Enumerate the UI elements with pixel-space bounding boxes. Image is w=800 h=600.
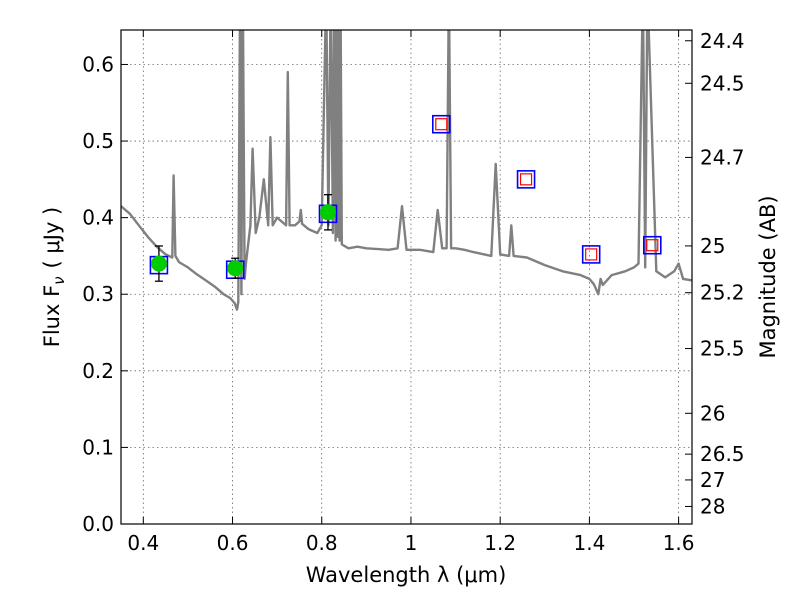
y-tick-label: 0.5 <box>82 129 114 153</box>
plot-area <box>121 30 692 524</box>
y2-tick-label: 24.4 <box>700 29 745 53</box>
y2-tick-label: 26 <box>700 401 725 425</box>
y-tick-label: 0.2 <box>82 359 114 383</box>
x-tick-label: 0.4 <box>127 531 159 555</box>
nondetection-marker <box>435 118 448 131</box>
nondetection-marker <box>519 173 533 186</box>
y2-tick-label: 25.5 <box>700 337 745 361</box>
model-photometry-box <box>431 114 451 134</box>
axis-ticks: 0.4 0.6 0.8 1 1.2 1.4 1.6 0.0 0.1 0.2 0.3 0.4 0.5 0.6… <box>82 29 744 555</box>
y-tick-label: 0.4 <box>82 206 114 230</box>
observed-photometry-point <box>319 204 336 221</box>
y2-tick-label: 27 <box>700 468 725 492</box>
y2-axis-label: Magnitude (AB) <box>756 195 780 358</box>
y-axis-label-unit: ( μJy ) <box>40 207 64 269</box>
model-photometry-box <box>581 245 601 264</box>
model-spectrum-line <box>121 30 692 311</box>
y2-tick-label: 25.2 <box>700 281 745 305</box>
x-tick-label: 1.6 <box>663 531 695 555</box>
x-tick-label: 0.8 <box>306 531 338 555</box>
observed-photometry-point <box>227 260 244 277</box>
y-tick-label: 0.6 <box>82 52 114 76</box>
y-axis-label: Flux Fν ( μJy ) <box>40 207 68 348</box>
nondetection-marker <box>585 248 598 261</box>
y2-tick-label: 28 <box>700 494 725 518</box>
x-tick-label: 1.4 <box>573 531 605 555</box>
x-tick-label: 0.6 <box>217 531 249 555</box>
x-axis-label: Wavelength λ (μm) <box>306 563 507 587</box>
observed-photometry-point <box>150 255 167 272</box>
y2-tick-label: 25 <box>700 234 725 258</box>
photometry-marks <box>149 114 662 282</box>
model-photometry-box <box>642 235 662 255</box>
x-tick-label: 1.2 <box>484 531 516 555</box>
y-axis-label-main: Flux F <box>40 285 64 347</box>
y2-tick-label: 24.5 <box>700 71 745 95</box>
plot-frame <box>120 29 693 525</box>
x-tick-label: 1 <box>405 531 418 555</box>
nondetection-marker <box>646 239 659 252</box>
y2-tick-label: 24.7 <box>700 145 745 169</box>
y2-tick-label: 26.5 <box>700 442 745 466</box>
y-tick-label: 0.1 <box>82 435 114 459</box>
y-tick-label: 0.3 <box>82 282 114 306</box>
y-tick-label: 0.0 <box>82 512 114 536</box>
y-axis-label-sub: ν <box>50 276 68 284</box>
model-photometry-box <box>516 170 536 189</box>
